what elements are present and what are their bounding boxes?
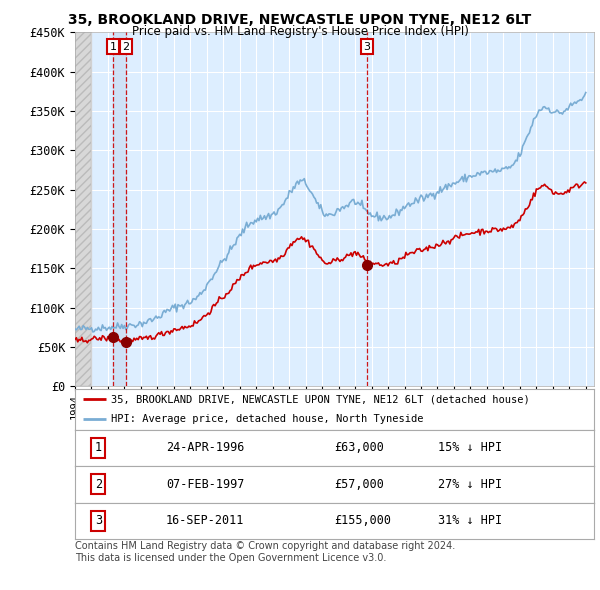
Bar [113, 32, 126, 386]
Text: 2: 2 [122, 42, 130, 51]
Text: 2: 2 [95, 478, 102, 491]
Text: Price paid vs. HM Land Registry's House Price Index (HPI): Price paid vs. HM Land Registry's House … [131, 25, 469, 38]
Text: 3: 3 [363, 42, 370, 51]
Text: £57,000: £57,000 [335, 478, 385, 491]
Text: 1: 1 [95, 441, 102, 454]
Text: 16-SEP-2011: 16-SEP-2011 [166, 514, 244, 527]
Text: 35, BROOKLAND DRIVE, NEWCASTLE UPON TYNE, NE12 6LT (detached house): 35, BROOKLAND DRIVE, NEWCASTLE UPON TYNE… [112, 395, 530, 404]
Text: 24-APR-1996: 24-APR-1996 [166, 441, 244, 454]
Text: HPI: Average price, detached house, North Tyneside: HPI: Average price, detached house, Nort… [112, 415, 424, 424]
Bar [75, 32, 91, 386]
Text: 07-FEB-1997: 07-FEB-1997 [166, 478, 244, 491]
Text: 3: 3 [95, 514, 102, 527]
Bar [75, 32, 91, 386]
Text: £155,000: £155,000 [335, 514, 392, 527]
Text: Contains HM Land Registry data © Crown copyright and database right 2024.
This d: Contains HM Land Registry data © Crown c… [75, 541, 455, 563]
Text: 35, BROOKLAND DRIVE, NEWCASTLE UPON TYNE, NE12 6LT: 35, BROOKLAND DRIVE, NEWCASTLE UPON TYNE… [68, 13, 532, 27]
Text: 1: 1 [109, 42, 116, 51]
Text: 27% ↓ HPI: 27% ↓ HPI [438, 478, 502, 491]
Text: £63,000: £63,000 [335, 441, 385, 454]
Text: 31% ↓ HPI: 31% ↓ HPI [438, 514, 502, 527]
Text: 15% ↓ HPI: 15% ↓ HPI [438, 441, 502, 454]
